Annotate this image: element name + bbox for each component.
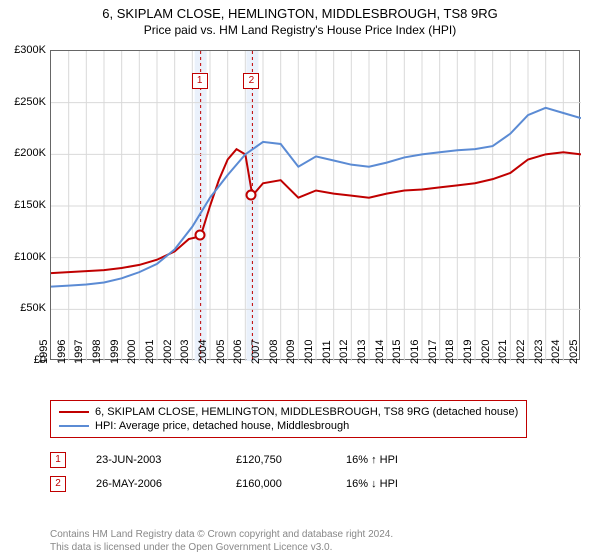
event-pct: 16% ↑ HPI <box>346 454 436 466</box>
footer-text: Contains HM Land Registry data © Crown c… <box>50 528 393 554</box>
chart-svg <box>51 51 581 361</box>
x-tick-label: 2019 <box>462 340 474 364</box>
x-tick-label: 2003 <box>179 340 191 364</box>
x-tick-label: 2015 <box>391 340 403 364</box>
x-tick-label: 2010 <box>303 340 315 364</box>
x-tick-label: 1995 <box>38 340 50 364</box>
y-tick-label: £300K <box>14 44 46 56</box>
legend-row: 6, SKIPLAM CLOSE, HEMLINGTON, MIDDLESBRO… <box>59 405 518 419</box>
footer-line-2: This data is licensed under the Open Gov… <box>50 541 393 554</box>
x-tick-label: 2025 <box>568 340 580 364</box>
legend-swatch <box>59 411 89 413</box>
event-marker-2: 2 <box>243 73 259 89</box>
x-tick-label: 2007 <box>250 340 262 364</box>
x-tick-label: 1997 <box>73 340 85 364</box>
x-tick-label: 1998 <box>91 340 103 364</box>
y-tick-label: £200K <box>14 147 46 159</box>
x-tick-label: 2012 <box>338 340 350 364</box>
legend-row: HPI: Average price, detached house, Midd… <box>59 419 518 433</box>
x-tick-label: 2017 <box>426 340 438 364</box>
event-date: 26-MAY-2006 <box>96 478 206 490</box>
event-point-1 <box>194 230 205 241</box>
footer-line-1: Contains HM Land Registry data © Crown c… <box>50 528 393 541</box>
x-tick-label: 2005 <box>214 340 226 364</box>
event-number: 1 <box>50 452 66 468</box>
event-price: £160,000 <box>236 478 316 490</box>
y-tick-label: £100K <box>14 251 46 263</box>
x-tick-label: 2021 <box>497 340 509 364</box>
chart-title: 6, SKIPLAM CLOSE, HEMLINGTON, MIDDLESBRO… <box>0 0 600 23</box>
event-number: 2 <box>50 476 66 492</box>
x-tick-label: 2022 <box>515 340 527 364</box>
x-tick-label: 2000 <box>126 340 138 364</box>
chart-area: £0£50K£100K£150K£200K£250K£300K199519961… <box>50 50 580 360</box>
x-tick-label: 2008 <box>267 340 279 364</box>
x-tick-label: 2014 <box>373 340 385 364</box>
event-point-2 <box>246 189 257 200</box>
x-tick-label: 2013 <box>356 340 368 364</box>
x-tick-label: 2023 <box>532 340 544 364</box>
event-row: 2 26-MAY-2006 £160,000 16% ↓ HPI <box>50 472 436 496</box>
legend-label: HPI: Average price, detached house, Midd… <box>95 420 349 432</box>
x-tick-label: 1996 <box>55 340 67 364</box>
y-tick-label: £250K <box>14 96 46 108</box>
x-tick-label: 2002 <box>161 340 173 364</box>
x-tick-label: 1999 <box>108 340 120 364</box>
plot-frame <box>50 50 580 360</box>
event-marker-1: 1 <box>192 73 208 89</box>
event-pct: 16% ↓ HPI <box>346 478 436 490</box>
x-tick-label: 2024 <box>550 340 562 364</box>
event-price: £120,750 <box>236 454 316 466</box>
x-tick-label: 2009 <box>285 340 297 364</box>
legend-label: 6, SKIPLAM CLOSE, HEMLINGTON, MIDDLESBRO… <box>95 406 518 418</box>
event-date: 23-JUN-2003 <box>96 454 206 466</box>
legend-box: 6, SKIPLAM CLOSE, HEMLINGTON, MIDDLESBRO… <box>50 400 527 438</box>
chart-subtitle: Price paid vs. HM Land Registry's House … <box>0 23 600 41</box>
legend-swatch <box>59 425 89 427</box>
x-tick-label: 2011 <box>321 340 333 364</box>
event-row: 1 23-JUN-2003 £120,750 16% ↑ HPI <box>50 448 436 472</box>
x-tick-label: 2001 <box>144 340 156 364</box>
x-tick-label: 2006 <box>232 340 244 364</box>
x-tick-label: 2018 <box>444 340 456 364</box>
events-table: 1 23-JUN-2003 £120,750 16% ↑ HPI 2 26-MAY-200… <box>50 448 436 496</box>
x-tick-label: 2020 <box>479 340 491 364</box>
y-tick-label: £150K <box>14 199 46 211</box>
y-tick-label: £50K <box>20 302 46 314</box>
x-tick-label: 2004 <box>197 340 209 364</box>
x-tick-label: 2016 <box>409 340 421 364</box>
